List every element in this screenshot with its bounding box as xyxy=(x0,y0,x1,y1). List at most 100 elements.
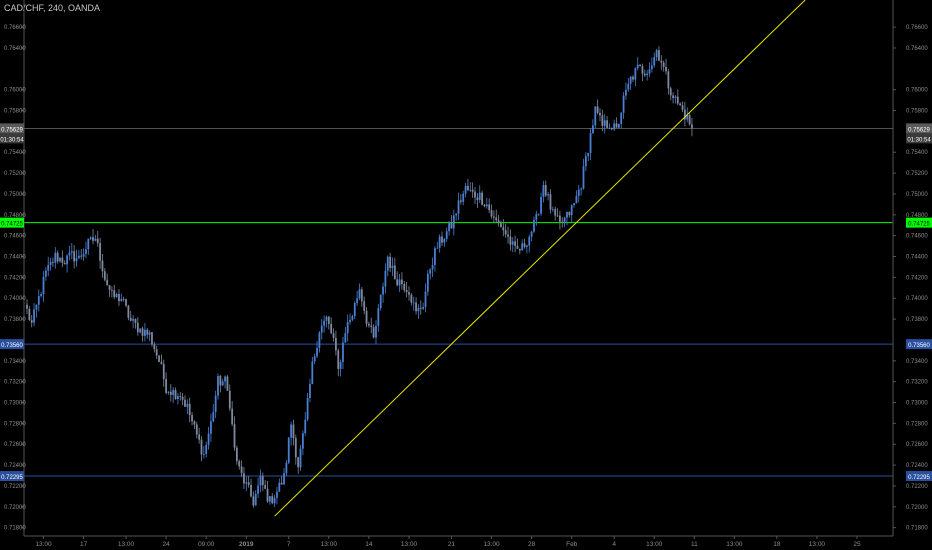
candle-body xyxy=(363,301,366,311)
candle-body xyxy=(37,296,40,305)
candle-body xyxy=(377,308,380,326)
candle-body xyxy=(599,112,601,116)
y-tick-label-left: 0.74800 xyxy=(4,213,26,219)
candle-body xyxy=(384,270,387,287)
candle-body xyxy=(391,265,394,269)
candle-body xyxy=(125,299,127,306)
candle-body xyxy=(115,294,118,298)
x-tick-label: 25 xyxy=(853,541,861,548)
candle-body xyxy=(280,482,283,485)
candle-body xyxy=(56,252,59,262)
candle-body xyxy=(620,112,623,124)
y-tick-label-left: 0.71800 xyxy=(4,526,26,532)
candle-body xyxy=(323,320,326,326)
candle-body xyxy=(540,196,542,214)
candle-body xyxy=(691,124,693,129)
candle-body xyxy=(481,192,483,205)
countdown-label-right: 01:30:54 xyxy=(907,137,931,143)
candle-body xyxy=(132,318,135,321)
candle-body xyxy=(212,412,215,422)
candle-body xyxy=(665,66,667,72)
y-tick-label-right: 0.75000 xyxy=(906,192,928,198)
candle-body xyxy=(455,213,458,216)
candle-body xyxy=(676,96,679,104)
x-tick-label: 14 xyxy=(365,541,373,548)
x-tick-label: Feb xyxy=(566,541,578,548)
candle-body xyxy=(639,64,641,67)
candle-body xyxy=(184,399,186,407)
y-tick-label-right: 0.75400 xyxy=(906,150,928,156)
candle-body xyxy=(393,265,396,280)
candle-body xyxy=(419,307,422,309)
candle-body xyxy=(106,279,109,286)
candle-body xyxy=(217,375,219,396)
candle-body xyxy=(151,332,153,345)
candle-body xyxy=(80,255,83,257)
candle-body xyxy=(68,252,71,256)
candle-body xyxy=(358,289,361,299)
y-tick-label-left: 0.74400 xyxy=(4,255,26,261)
candle-body xyxy=(681,105,684,110)
y-tick-label-right: 0.74200 xyxy=(906,275,928,281)
y-tick-label-right: 0.72400 xyxy=(906,463,928,469)
candle-body xyxy=(195,424,198,435)
candle-body xyxy=(549,194,552,210)
candle-body xyxy=(441,236,443,243)
candle-body xyxy=(139,328,142,333)
candle-body xyxy=(346,322,349,334)
candle-body xyxy=(309,383,311,399)
candle-body xyxy=(250,484,252,497)
candle-body xyxy=(44,270,47,277)
candle-body xyxy=(141,328,144,336)
candle-body xyxy=(287,437,290,463)
level-label-left: 0.73560 xyxy=(1,343,23,349)
level-label-right: 0.74725 xyxy=(908,222,930,228)
candle-body xyxy=(582,166,585,189)
candle-body xyxy=(476,197,479,200)
candle-body xyxy=(42,276,45,294)
trendline-group xyxy=(274,0,806,517)
candle-body xyxy=(658,50,660,61)
candle-body xyxy=(177,396,179,399)
trendline xyxy=(274,0,806,517)
y-tick-label-right: 0.73800 xyxy=(906,317,928,323)
candle-body xyxy=(87,238,90,250)
countdown-label-bg xyxy=(0,133,24,144)
x-tick-label: 4 xyxy=(612,541,616,548)
y-tick-label-left: 0.72800 xyxy=(4,421,26,427)
candle-body xyxy=(344,333,347,343)
candle-body xyxy=(559,215,561,222)
candle-body xyxy=(75,257,78,262)
candle-body xyxy=(108,285,111,290)
candle-body xyxy=(129,317,132,321)
candle-body xyxy=(82,254,85,257)
candle-body xyxy=(375,325,377,338)
candle-body xyxy=(511,241,514,245)
candle-body xyxy=(547,194,550,196)
candle-body xyxy=(360,289,363,302)
candle-body xyxy=(155,349,158,356)
candle-body xyxy=(518,248,521,251)
candle-body xyxy=(608,127,611,129)
level-label-right-bg xyxy=(906,217,932,228)
candle-body xyxy=(398,279,401,286)
candle-body xyxy=(191,415,193,422)
candle-body xyxy=(386,256,389,271)
candle-body xyxy=(408,292,410,295)
candle-body xyxy=(221,381,224,386)
candle-body xyxy=(488,204,491,211)
candle-body xyxy=(127,305,130,318)
candle-body xyxy=(162,363,165,380)
candle-body xyxy=(77,255,80,258)
candle-body xyxy=(233,424,236,448)
y-tick-label-right: 0.74800 xyxy=(906,213,928,219)
candle-body xyxy=(202,453,205,455)
candle-body xyxy=(603,120,606,126)
candle-body xyxy=(214,395,217,413)
x-tick-label: 09:00 xyxy=(198,541,215,548)
x-tick-label: 17 xyxy=(80,541,88,548)
candle-body xyxy=(368,323,370,326)
candle-body xyxy=(525,245,528,247)
y-tick-label-left: 0.75000 xyxy=(4,192,26,198)
